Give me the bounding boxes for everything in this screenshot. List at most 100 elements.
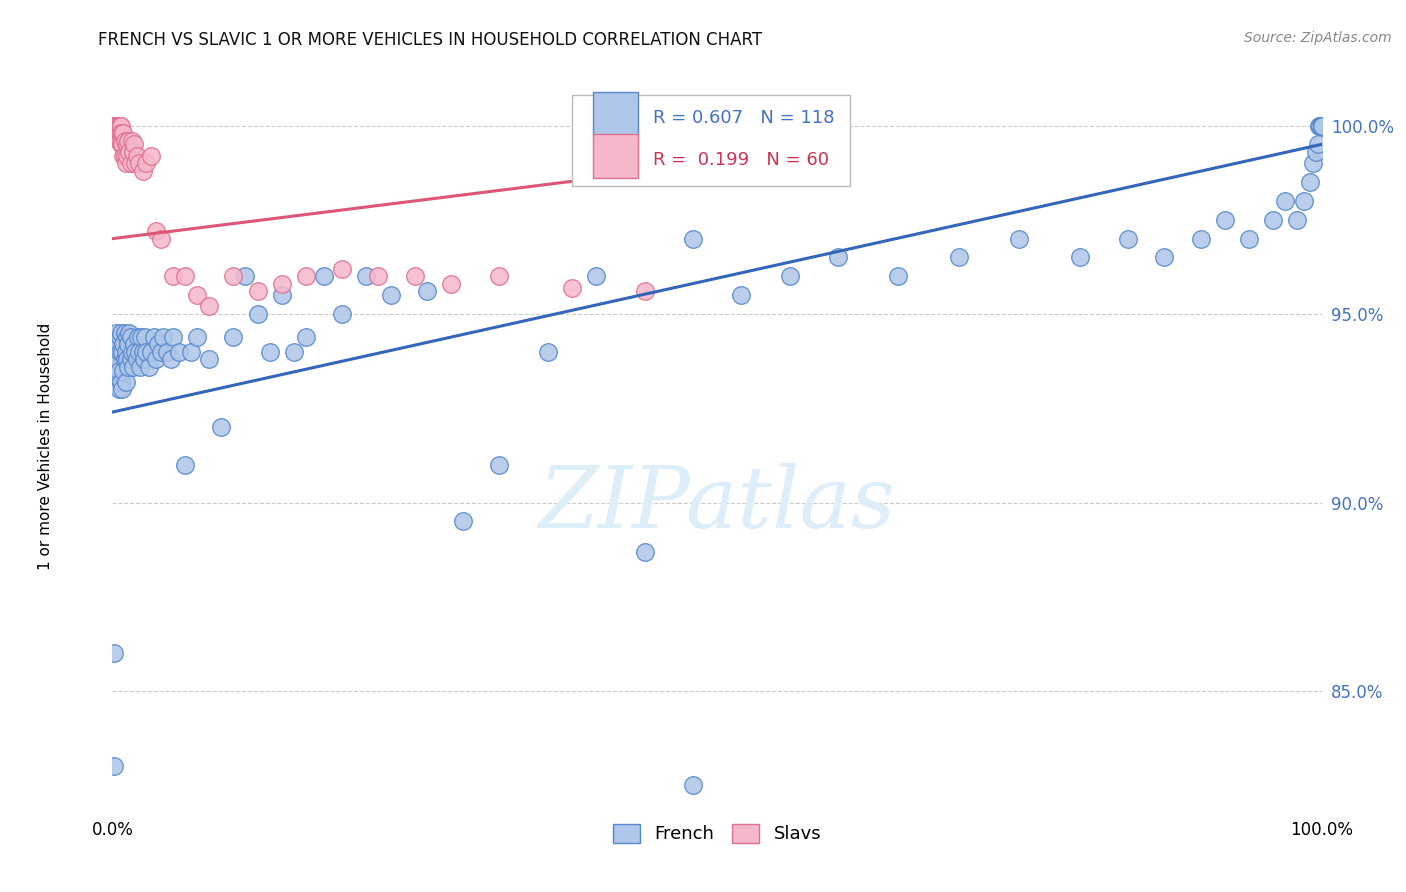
Point — [174, 269, 197, 284]
Text: R =  0.199   N = 60: R = 0.199 N = 60 — [652, 151, 830, 169]
Point — [118, 326, 141, 340]
Point — [186, 288, 208, 302]
Point — [1274, 194, 1296, 208]
Point — [103, 119, 125, 133]
Point — [114, 344, 136, 359]
Point — [162, 329, 184, 343]
Point — [104, 344, 127, 359]
Point — [121, 344, 143, 359]
Point — [120, 352, 142, 367]
Point — [330, 307, 353, 321]
Point — [128, 344, 150, 359]
Point — [105, 344, 128, 359]
Point — [122, 137, 145, 152]
Point — [142, 329, 165, 343]
Point — [135, 344, 157, 359]
Point — [111, 137, 134, 152]
Point — [246, 307, 269, 321]
Point — [107, 119, 129, 133]
Point — [104, 119, 127, 133]
Point — [1310, 119, 1333, 133]
Point — [129, 359, 152, 374]
Point — [295, 269, 318, 284]
Point — [105, 352, 128, 367]
Point — [111, 126, 134, 140]
Point — [633, 285, 655, 299]
Point — [114, 149, 136, 163]
Point — [1310, 119, 1333, 133]
Point — [1309, 119, 1331, 133]
Point — [451, 515, 474, 529]
Point — [125, 352, 148, 367]
Point — [110, 375, 132, 389]
Point — [246, 285, 269, 299]
Point — [167, 344, 190, 359]
Point — [110, 137, 132, 152]
Point — [115, 352, 138, 367]
Point — [270, 277, 292, 291]
Point — [103, 119, 125, 133]
Point — [115, 149, 138, 163]
Point — [105, 119, 128, 133]
Point — [159, 352, 181, 367]
Point — [1302, 156, 1324, 170]
FancyBboxPatch shape — [592, 92, 638, 136]
Point — [103, 119, 125, 133]
Point — [124, 344, 146, 359]
Point — [115, 329, 138, 343]
Point — [148, 337, 170, 351]
Point — [122, 359, 145, 374]
Point — [114, 134, 136, 148]
Point — [440, 277, 463, 291]
Point — [1213, 212, 1236, 227]
Point — [117, 337, 139, 351]
Point — [1310, 119, 1333, 133]
Point — [1310, 119, 1333, 133]
Point — [108, 126, 131, 140]
Point — [1310, 119, 1333, 133]
Point — [1310, 119, 1333, 133]
Point — [1069, 251, 1091, 265]
Point — [107, 134, 129, 148]
Point — [1116, 232, 1139, 246]
Point — [1237, 232, 1260, 246]
Point — [111, 344, 134, 359]
Point — [114, 156, 136, 170]
Point — [162, 269, 184, 284]
Point — [124, 156, 146, 170]
Point — [112, 149, 135, 163]
Point — [122, 337, 145, 351]
Point — [488, 269, 510, 284]
Point — [112, 337, 135, 351]
Point — [128, 156, 150, 170]
Point — [103, 759, 125, 773]
Point — [105, 119, 128, 133]
Point — [561, 280, 583, 294]
Point — [209, 420, 232, 434]
Point — [131, 329, 153, 343]
Point — [108, 344, 131, 359]
Point — [1310, 119, 1333, 133]
Text: Source: ZipAtlas.com: Source: ZipAtlas.com — [1244, 31, 1392, 45]
Point — [141, 344, 163, 359]
Point — [330, 261, 353, 276]
Point — [585, 269, 607, 284]
Point — [356, 269, 378, 284]
Point — [108, 134, 131, 148]
Point — [145, 352, 167, 367]
Point — [198, 300, 221, 314]
Point — [1310, 119, 1333, 133]
Point — [141, 149, 163, 163]
Point — [138, 359, 160, 374]
Point — [827, 251, 849, 265]
Point — [1189, 232, 1212, 246]
Point — [730, 288, 752, 302]
Point — [152, 329, 174, 343]
Point — [1310, 119, 1333, 133]
Point — [1310, 119, 1333, 133]
Point — [149, 232, 172, 246]
Point — [111, 383, 134, 397]
Point — [295, 329, 318, 343]
Point — [134, 329, 156, 343]
Point — [312, 269, 335, 284]
